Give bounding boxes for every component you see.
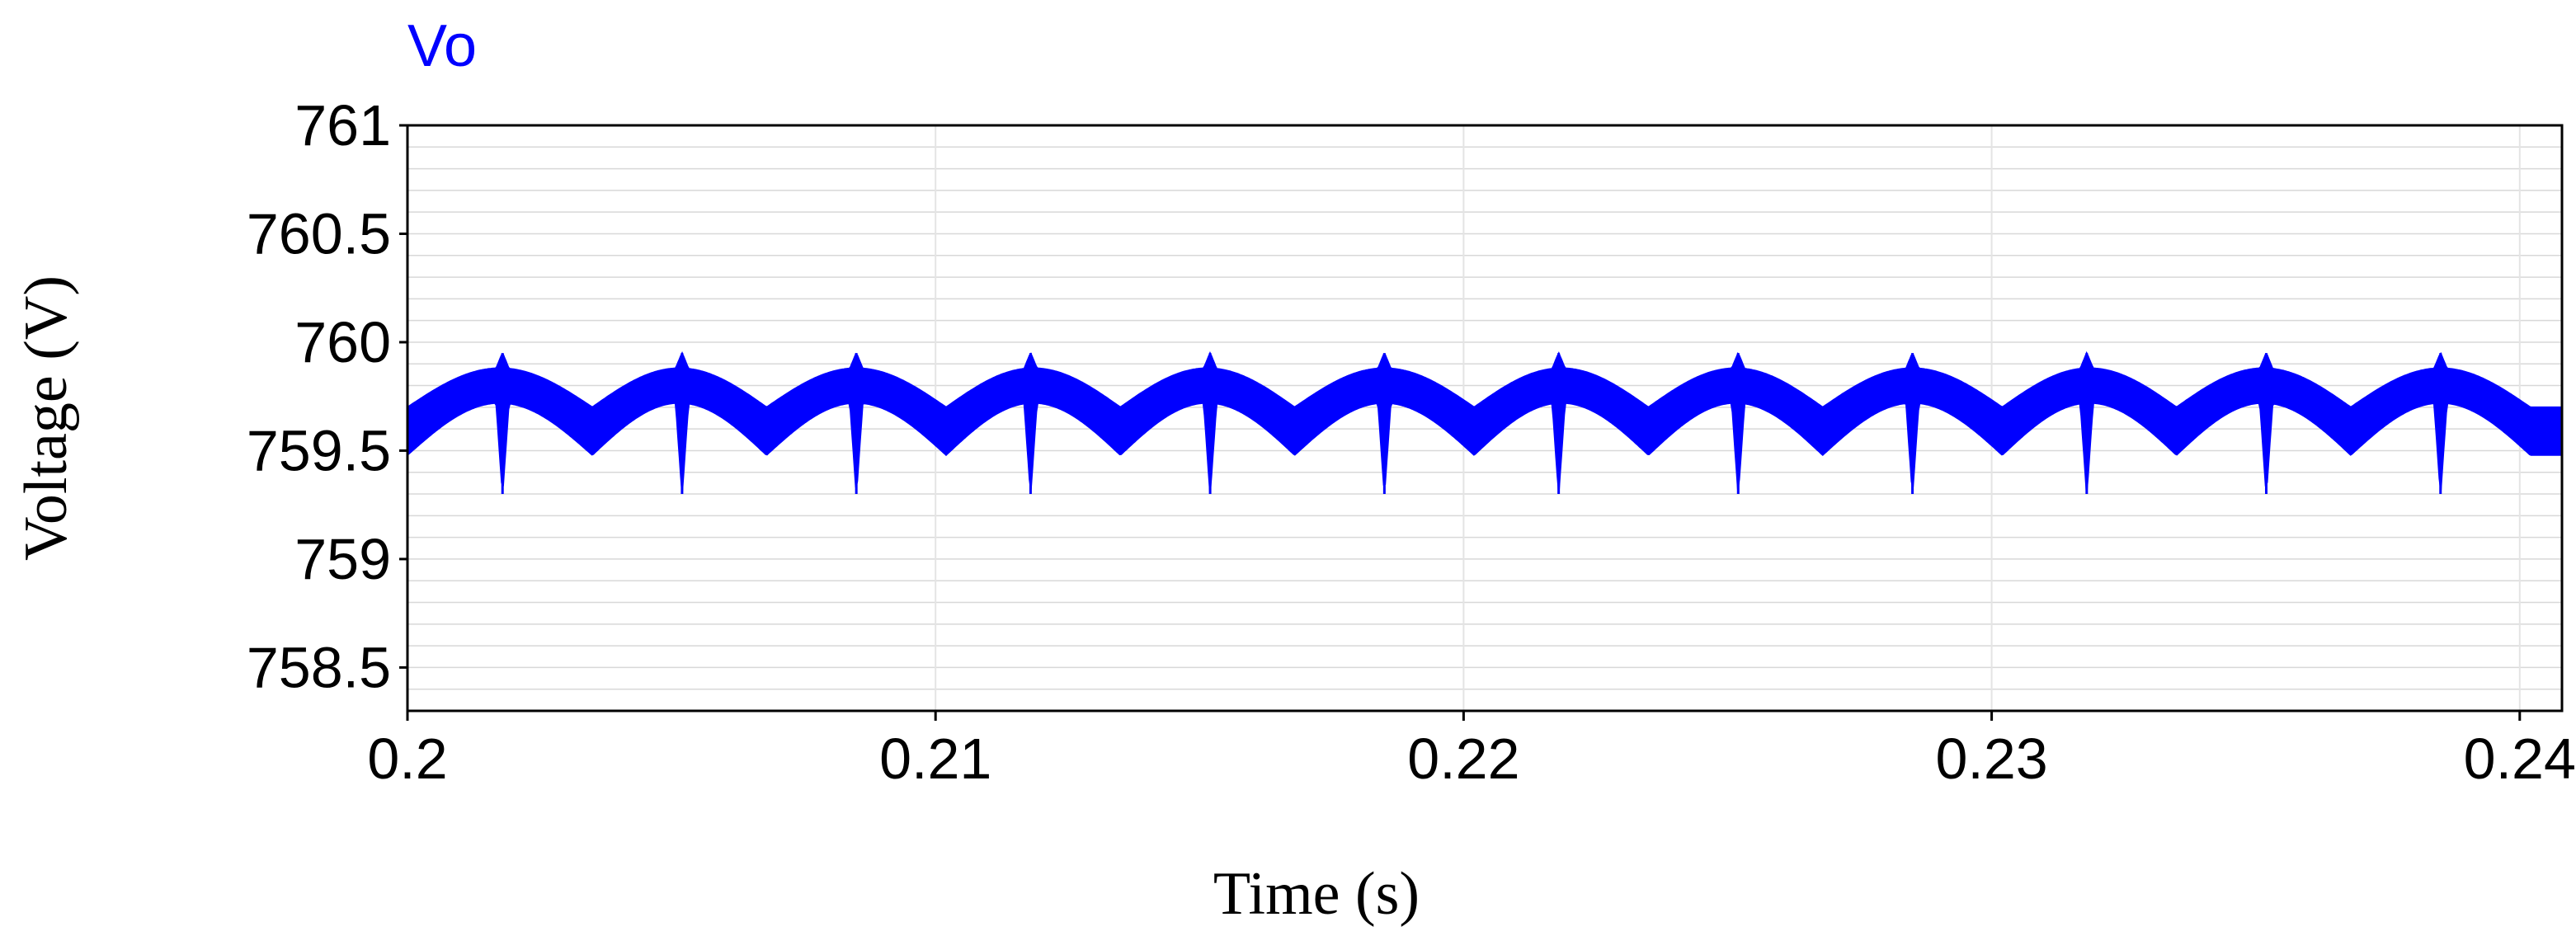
- y-tick-label: 760.5: [247, 201, 391, 266]
- x-tick-label: 0.2: [367, 727, 447, 791]
- x-tick-label: 0.22: [1407, 727, 1519, 791]
- x-axis-label: Time (s): [1213, 860, 1420, 928]
- y-axis-label: Voltage (V): [12, 275, 80, 561]
- y-tick-label: 759: [294, 527, 391, 591]
- y-tick-label: 760: [294, 310, 391, 374]
- x-tick-label: 0.24: [2464, 727, 2576, 791]
- tick-labels-layer: 761 760.5 760 759.5 759 758.5 0.2 0.21 0.22 0.23 0…: [247, 93, 2576, 791]
- plot-frame: [406, 124, 2564, 712]
- y-tick-label: 758.5: [247, 635, 391, 699]
- axes-layer: [399, 124, 2564, 721]
- series-title: Vo: [407, 13, 477, 79]
- y-tick-label: 761: [294, 93, 391, 158]
- y-tick-label: 759.5: [247, 418, 391, 482]
- x-tick-label: 0.23: [1935, 727, 2047, 791]
- x-tick-label: 0.21: [879, 727, 991, 791]
